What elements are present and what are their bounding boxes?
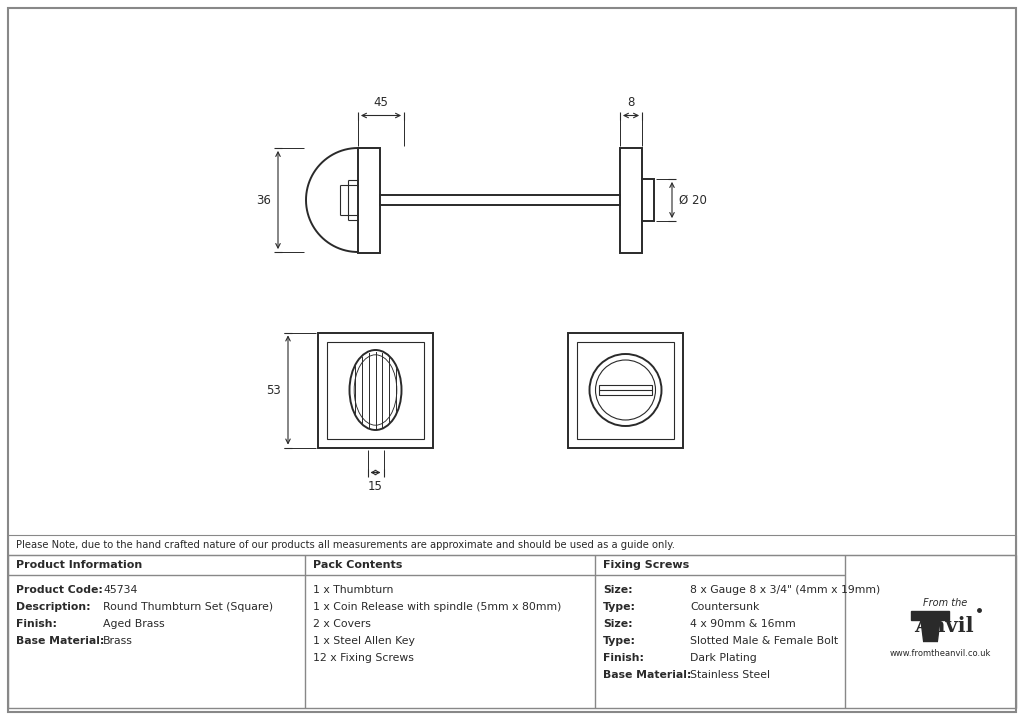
Bar bbox=[568, 333, 683, 448]
Text: Slotted Male & Female Bolt: Slotted Male & Female Bolt bbox=[690, 636, 838, 646]
Text: 12 x Fixing Screws: 12 x Fixing Screws bbox=[313, 653, 414, 663]
Bar bbox=[620, 148, 642, 253]
Text: 15: 15 bbox=[368, 480, 383, 492]
Text: Description:: Description: bbox=[16, 602, 91, 612]
Text: 8: 8 bbox=[628, 96, 635, 109]
Text: Fixing Screws: Fixing Screws bbox=[603, 560, 689, 570]
Text: Finish:: Finish: bbox=[603, 653, 644, 663]
Text: 4 x 90mm & 16mm: 4 x 90mm & 16mm bbox=[690, 619, 796, 629]
Text: Base Material:: Base Material: bbox=[16, 636, 104, 646]
Text: Please Note, due to the hand crafted nature of our products all measurements are: Please Note, due to the hand crafted nat… bbox=[16, 540, 675, 550]
Text: Anvil: Anvil bbox=[914, 616, 974, 636]
Text: Type:: Type: bbox=[603, 602, 636, 612]
Text: Size:: Size: bbox=[603, 619, 633, 629]
Text: Aged Brass: Aged Brass bbox=[103, 619, 165, 629]
Text: Dark Plating: Dark Plating bbox=[690, 653, 757, 663]
Text: 53: 53 bbox=[266, 384, 281, 397]
Text: 45: 45 bbox=[374, 96, 388, 109]
Text: Stainless Steel: Stainless Steel bbox=[690, 670, 770, 680]
Text: From the: From the bbox=[924, 598, 968, 608]
Bar bbox=[642, 179, 654, 221]
Text: Countersunk: Countersunk bbox=[690, 602, 760, 612]
Bar bbox=[327, 341, 424, 438]
Ellipse shape bbox=[349, 350, 401, 430]
Text: Type:: Type: bbox=[603, 636, 636, 646]
Text: Base Material:: Base Material: bbox=[603, 670, 691, 680]
Text: 1 x Coin Release with spindle (5mm x 80mm): 1 x Coin Release with spindle (5mm x 80m… bbox=[313, 602, 561, 612]
Bar bbox=[318, 333, 433, 448]
Text: 2 x Covers: 2 x Covers bbox=[313, 619, 371, 629]
Text: Ø 20: Ø 20 bbox=[679, 194, 707, 207]
Text: Round Thumbturn Set (Square): Round Thumbturn Set (Square) bbox=[103, 602, 273, 612]
Text: 36: 36 bbox=[256, 194, 271, 207]
Text: www.fromtheanvil.co.uk: www.fromtheanvil.co.uk bbox=[890, 649, 991, 658]
Text: 8 x Gauge 8 x 3/4" (4mm x 19mm): 8 x Gauge 8 x 3/4" (4mm x 19mm) bbox=[690, 585, 881, 595]
Bar bbox=[358, 148, 380, 253]
Text: 1 x Steel Allen Key: 1 x Steel Allen Key bbox=[313, 636, 415, 646]
Text: Product Information: Product Information bbox=[16, 560, 142, 570]
Polygon shape bbox=[911, 611, 949, 642]
Text: 1 x Thumbturn: 1 x Thumbturn bbox=[313, 585, 393, 595]
Bar bbox=[8, 555, 1016, 708]
Text: Pack Contents: Pack Contents bbox=[313, 560, 402, 570]
Bar bbox=[577, 341, 674, 438]
Text: Finish:: Finish: bbox=[16, 619, 57, 629]
Bar bbox=[380, 195, 620, 205]
Text: Size:: Size: bbox=[603, 585, 633, 595]
Text: 45734: 45734 bbox=[103, 585, 137, 595]
Text: Product Code:: Product Code: bbox=[16, 585, 102, 595]
Bar bbox=[599, 385, 652, 395]
Ellipse shape bbox=[350, 351, 401, 429]
Bar bbox=[8, 535, 1016, 555]
Text: Brass: Brass bbox=[103, 636, 133, 646]
